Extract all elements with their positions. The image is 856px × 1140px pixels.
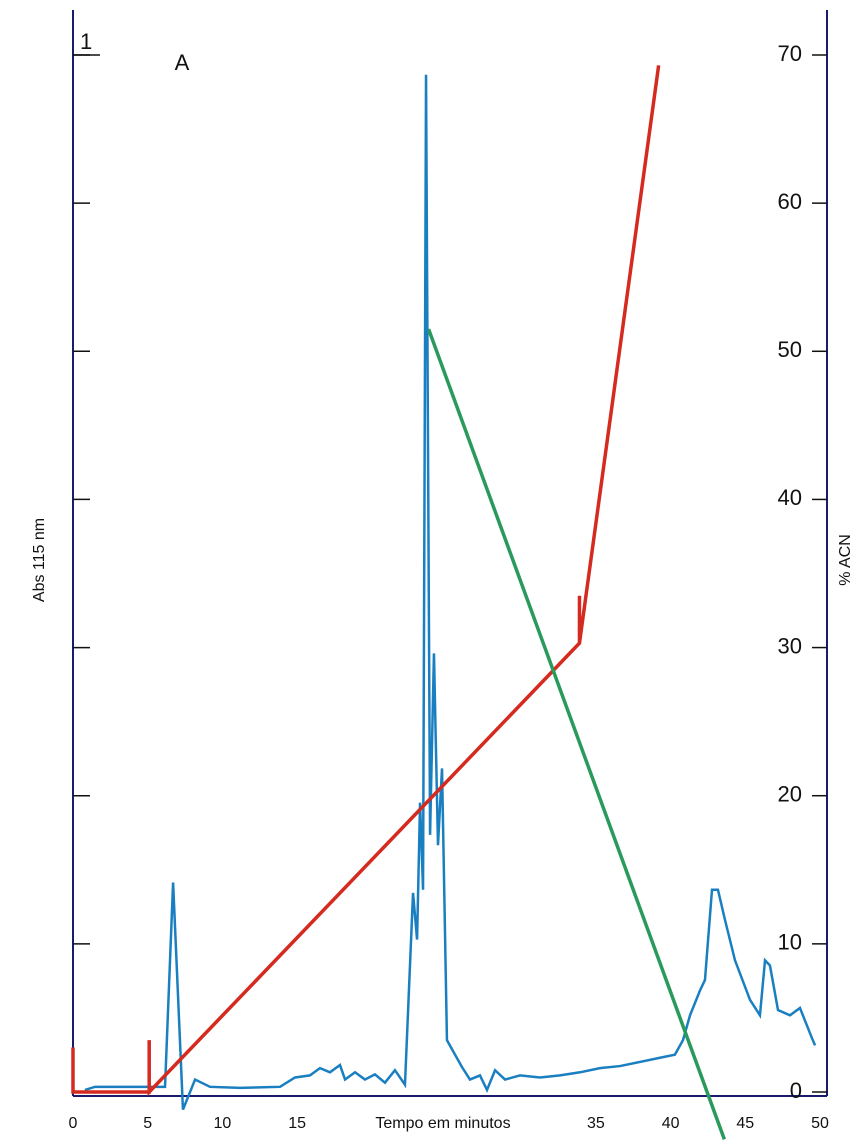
- y2-tick-label: 10: [778, 930, 802, 955]
- data-line: [426, 328, 727, 1140]
- x-tick-label: 0: [69, 1115, 78, 1132]
- x-tick-label: 15: [288, 1115, 306, 1132]
- x-axis-label: Tempo em minutos: [375, 1115, 510, 1132]
- y2-tick-label: 60: [778, 189, 802, 214]
- y-tick-label: 1: [80, 29, 92, 54]
- y2-tick-label: 70: [778, 41, 802, 66]
- y2-axis-label: % ACN: [837, 534, 854, 586]
- x-tick-label: 50: [811, 1115, 829, 1132]
- x-tick-label: 5: [143, 1115, 152, 1132]
- y2-tick-label: 40: [778, 485, 802, 510]
- panel-label: A: [175, 50, 190, 75]
- y2-tick-label: 0: [790, 1078, 802, 1103]
- y2-tick-label: 30: [778, 633, 802, 658]
- x-tick-label: 35: [587, 1115, 605, 1132]
- x-tick-label: 45: [736, 1115, 754, 1132]
- data-line: [84, 74, 817, 1111]
- data-line: [71, 65, 661, 1097]
- x-tick-label: 10: [214, 1115, 232, 1132]
- y2-tick-label: 50: [778, 337, 802, 362]
- y-axis-label: Abs 115 nm: [31, 518, 48, 602]
- y2-tick-label: 20: [778, 782, 802, 807]
- x-tick-label: 40: [662, 1115, 680, 1132]
